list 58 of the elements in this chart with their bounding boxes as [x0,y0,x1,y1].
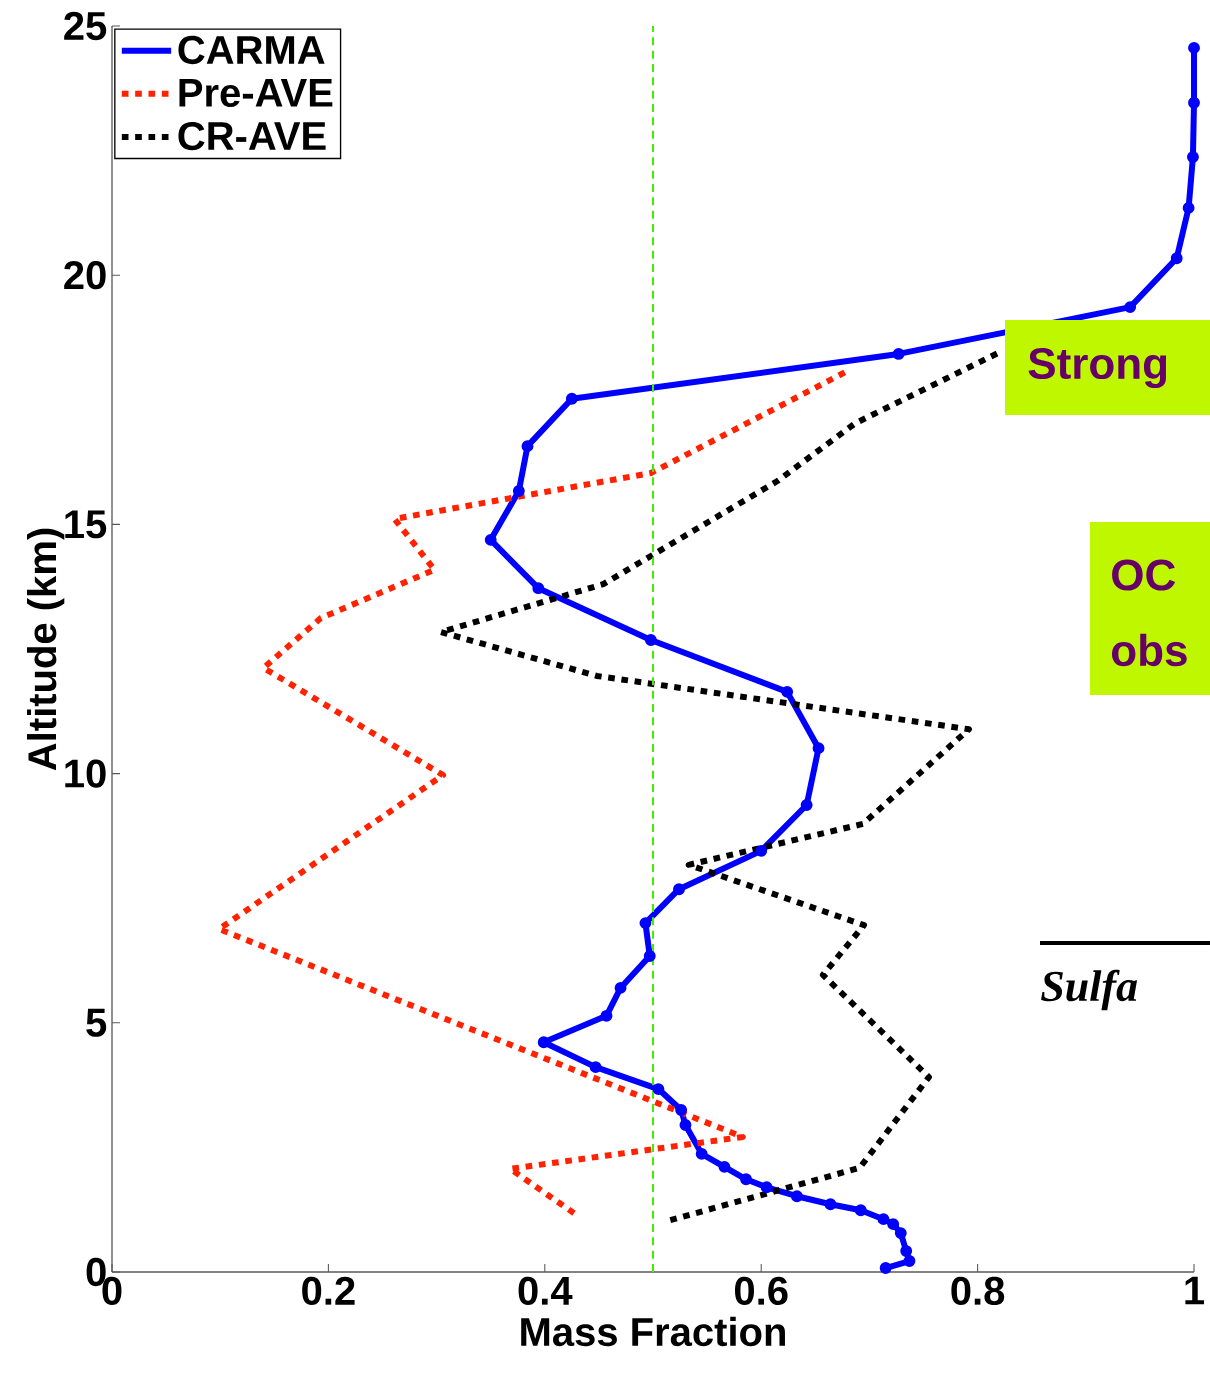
y-tick-label: 25 [64,11,107,41]
x-tick-label: 0.4 [518,1276,573,1306]
point [679,1119,692,1131]
point [695,1147,708,1160]
point [1182,201,1195,214]
y-tick-label: 20 [64,261,106,290]
point [1170,252,1183,265]
y-axis-title: Altitude (km) [27,528,65,771]
y-tick-label: 10 [65,759,106,788]
annotation: Sulfa [1041,969,1138,1011]
legend-label: CARMA [178,35,325,65]
point [800,799,813,811]
point [589,1061,602,1074]
point [790,1190,803,1203]
point [781,685,794,698]
point [1187,151,1199,163]
point [755,844,768,857]
point [824,1198,837,1211]
annotation: Strong [1028,347,1167,389]
x-tick-label: 0.2 [302,1276,355,1306]
point [718,1160,731,1173]
x-tick-label: 1 [1185,1276,1205,1305]
y-tick-label: 15 [65,510,107,539]
annotation: OC [1112,559,1176,591]
point [600,1009,613,1022]
point [644,634,657,646]
point [639,917,652,930]
point [894,1227,907,1240]
point [512,485,525,497]
point [903,1255,916,1267]
point [614,981,627,994]
point [879,1262,892,1274]
point [760,1181,773,1194]
point [877,1213,890,1226]
point [484,533,497,546]
point [812,742,825,755]
point [1124,301,1137,314]
point [652,1083,665,1096]
point [1188,41,1200,54]
point [1188,96,1200,109]
point [740,1173,752,1186]
legend-label: Pre-AVE [179,79,333,107]
point [643,950,656,962]
x-tick-label: 0.8 [951,1276,1005,1306]
point [887,1218,900,1231]
point [673,883,685,896]
point [900,1245,913,1257]
point [521,440,534,453]
point [675,1104,688,1116]
point [892,348,905,360]
point [565,392,578,405]
y-tick-label: 5 [86,1008,107,1037]
point [854,1204,867,1217]
x-tick-label: 0.6 [734,1276,788,1306]
annotation: obs [1112,633,1187,667]
x-axis-title: Mass Fraction [521,1316,785,1347]
point [532,582,545,595]
legend-label: CR-AVE [178,121,326,151]
